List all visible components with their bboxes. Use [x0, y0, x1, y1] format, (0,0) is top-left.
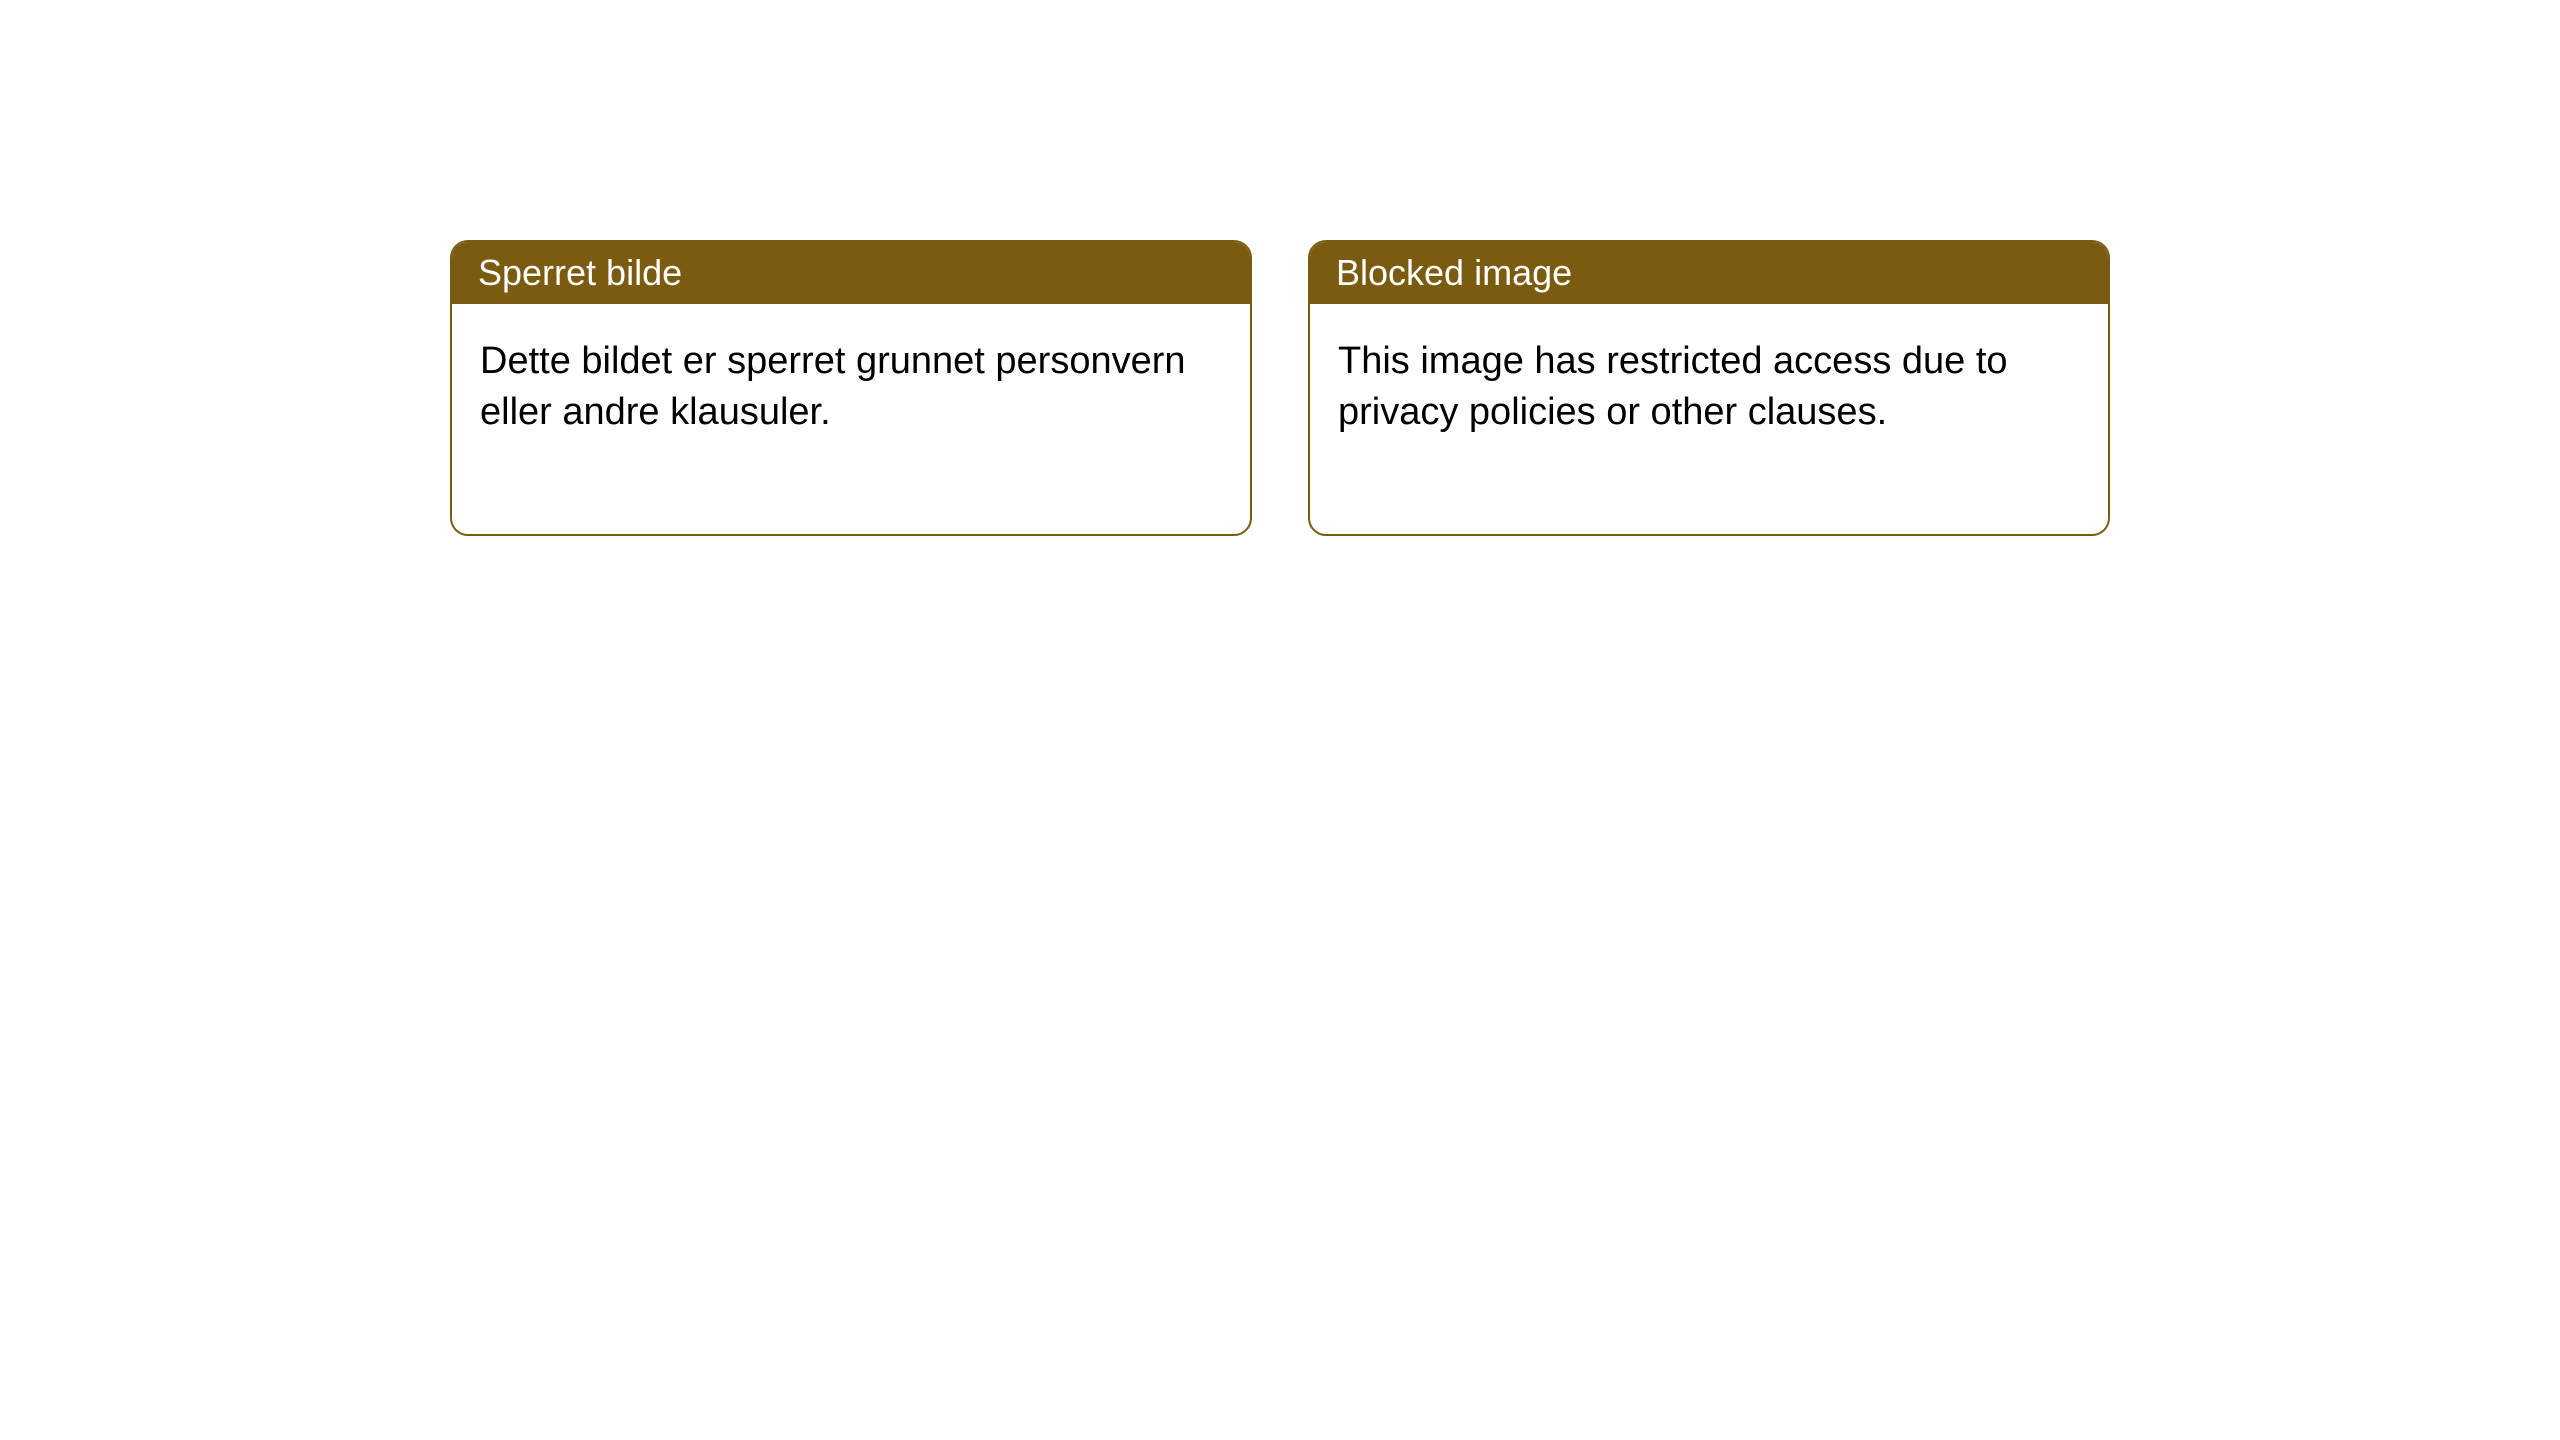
- notice-body-norwegian: Dette bildet er sperret grunnet personve…: [452, 304, 1250, 534]
- notice-body-english: This image has restricted access due to …: [1310, 304, 2108, 534]
- notice-container: Sperret bilde Dette bildet er sperret gr…: [450, 240, 2110, 536]
- notice-header-english: Blocked image: [1310, 242, 2108, 304]
- notice-header-norwegian: Sperret bilde: [452, 242, 1250, 304]
- notice-card-norwegian: Sperret bilde Dette bildet er sperret gr…: [450, 240, 1252, 536]
- notice-card-english: Blocked image This image has restricted …: [1308, 240, 2110, 536]
